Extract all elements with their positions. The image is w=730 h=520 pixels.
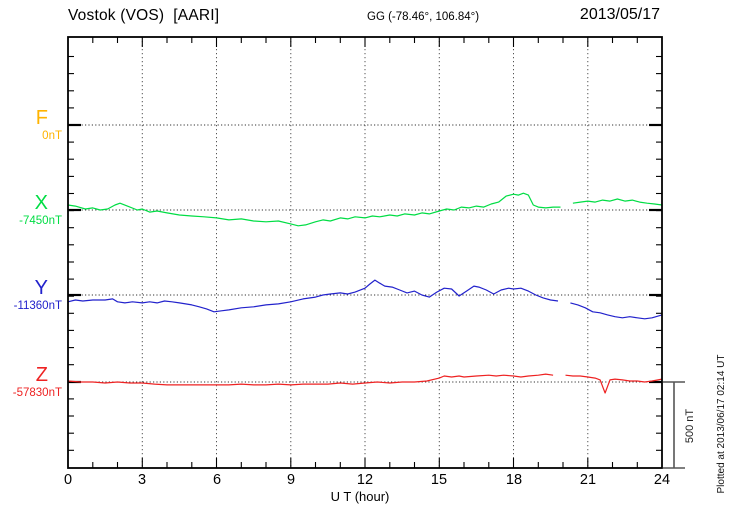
component-baseline-value-f: 0nT [42, 130, 62, 142]
component-label-z: Z [35, 364, 48, 386]
component-label-y: Y [34, 277, 48, 299]
x-axis-title: U T (hour) [330, 489, 390, 504]
x-axis-tick-label: 24 [653, 472, 671, 488]
x-axis-tick-label: 6 [212, 472, 222, 488]
component-baseline-value-z: -57830nT [12, 387, 62, 399]
component-baseline-value-y: -11360nT [13, 300, 62, 312]
x-axis-tick-label: 0 [63, 472, 73, 488]
x-axis-tick-label: 9 [286, 472, 296, 488]
x-axis-tick-label: 18 [505, 472, 523, 488]
x-axis-tick-label: 12 [356, 472, 374, 488]
station-title: Vostok (VOS) [AARI] [68, 7, 220, 24]
component-label-f: F [35, 107, 48, 129]
x-axis-tick-label: 15 [430, 472, 448, 488]
component-label-x: X [34, 192, 48, 214]
x-axis-tick-label: 21 [579, 472, 597, 488]
geographic-coordinates: GG (-78.46°, 106.84°) [367, 11, 480, 23]
x-axis-tick-label: 3 [137, 472, 147, 488]
plot-date: 2013/05/17 [579, 6, 660, 23]
component-baseline-value-x: -7450nT [19, 215, 62, 227]
scale-bar-label: 500 nT [684, 408, 696, 444]
plotted-at-note: Plotted at 2013/06/17 02:14 UT [716, 354, 727, 494]
